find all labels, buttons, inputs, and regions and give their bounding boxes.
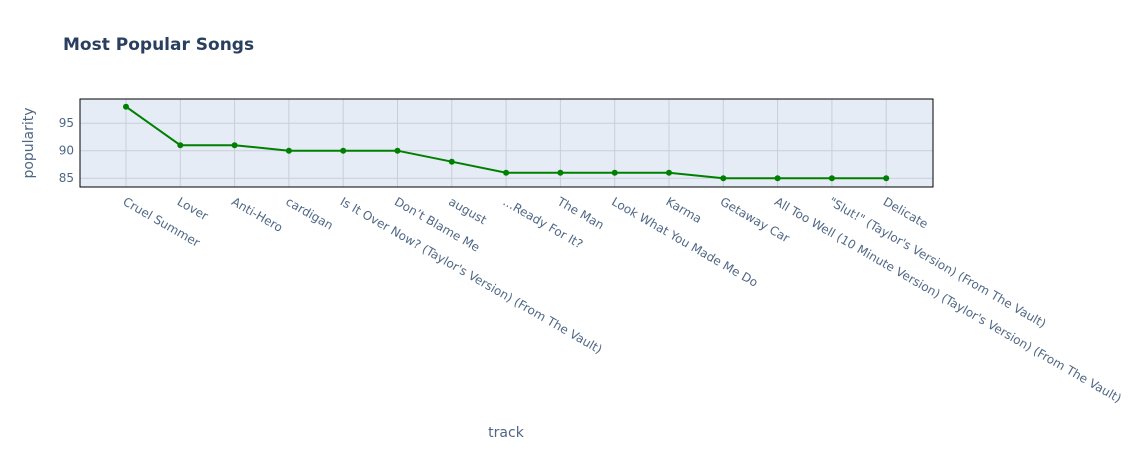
data-point bbox=[828, 175, 835, 182]
y-tick-label: 90 bbox=[59, 144, 74, 158]
data-point bbox=[177, 142, 184, 149]
data-point bbox=[883, 175, 890, 182]
data-point bbox=[720, 175, 727, 182]
data-point bbox=[285, 147, 292, 154]
data-point bbox=[340, 147, 347, 154]
y-tick-label: 95 bbox=[59, 116, 74, 130]
x-tick-label: All Too Well (10 Minute Version) (Taylor… bbox=[772, 194, 1124, 405]
data-point bbox=[123, 103, 129, 110]
x-tick-label: Lover bbox=[175, 194, 211, 223]
x-axis-title: track bbox=[488, 425, 525, 441]
y-tick-label: 85 bbox=[59, 171, 74, 185]
data-point bbox=[394, 147, 401, 154]
chart-title: Most Popular Songs bbox=[63, 35, 254, 55]
x-tick-label: "Slut!" (Taylor's Version) (From The Vau… bbox=[826, 194, 1048, 330]
plot-frame bbox=[79, 98, 934, 188]
x-tick-label: cardigan bbox=[283, 194, 335, 232]
x-tick-label: Anti-Hero bbox=[229, 194, 285, 234]
x-tick-label: august bbox=[446, 194, 489, 227]
data-point bbox=[557, 169, 564, 176]
data-point bbox=[774, 175, 781, 182]
data-point bbox=[611, 169, 618, 176]
y-axis-ticks: 85 90 95 bbox=[59, 116, 74, 185]
data-point bbox=[231, 142, 238, 149]
data-points bbox=[123, 103, 890, 182]
data-point bbox=[448, 158, 455, 165]
y-axis-title: popularity bbox=[21, 107, 37, 178]
data-point bbox=[503, 169, 510, 176]
x-tick-label: Karma bbox=[664, 194, 705, 226]
data-point bbox=[666, 169, 672, 176]
